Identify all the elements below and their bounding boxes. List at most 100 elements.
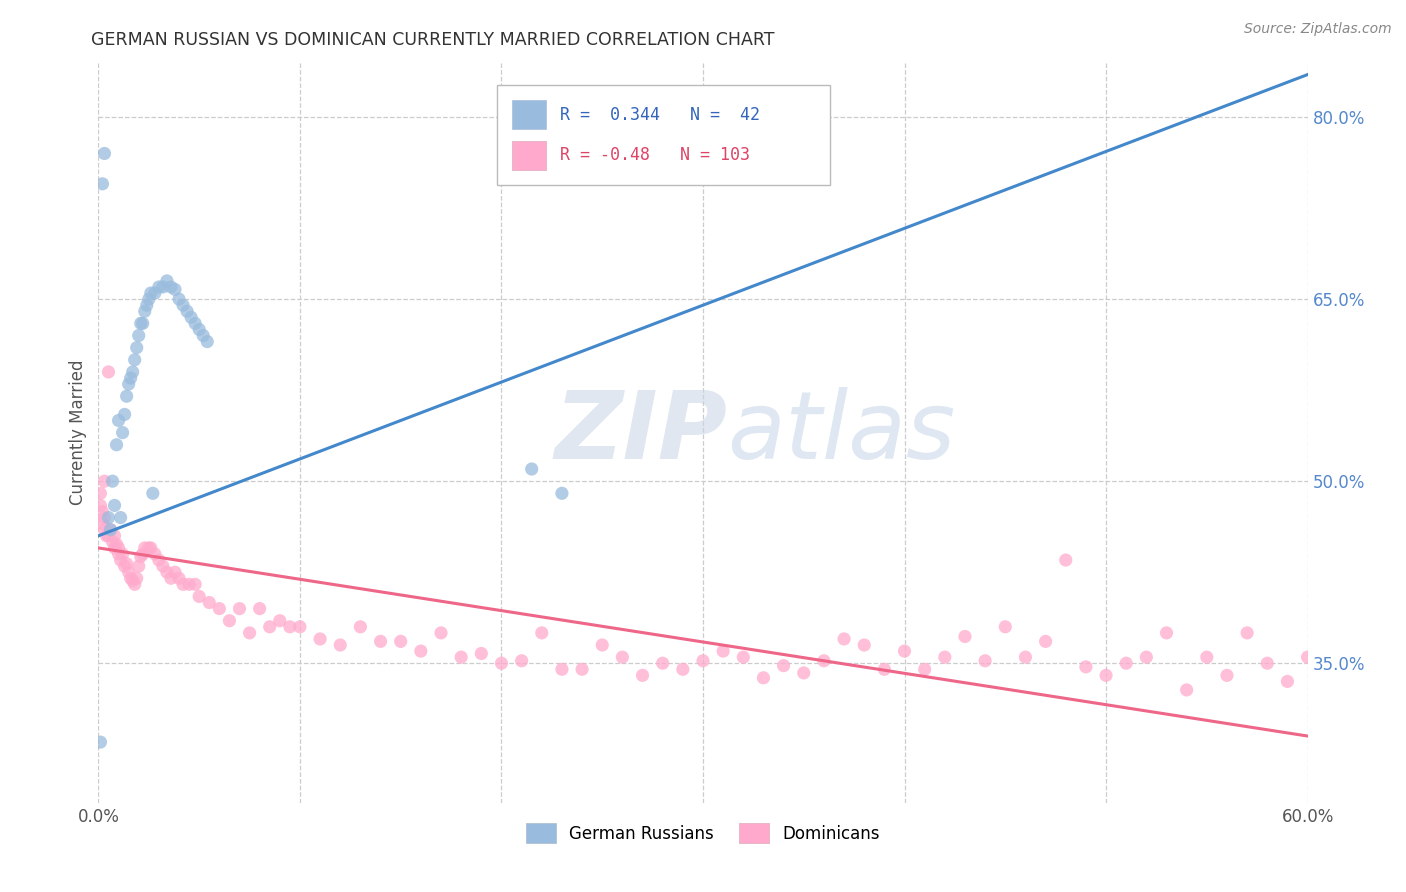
Point	[124, 577, 146, 591]
Point	[208, 601, 231, 615]
Point	[93, 523, 115, 537]
Point	[148, 280, 170, 294]
Point	[156, 274, 179, 288]
Point	[143, 286, 166, 301]
Point	[1156, 626, 1178, 640]
Point	[370, 634, 392, 648]
Point	[692, 654, 714, 668]
Point	[89, 486, 111, 500]
Point	[288, 620, 311, 634]
Point	[152, 559, 174, 574]
Point	[160, 571, 183, 585]
Point	[893, 644, 915, 658]
Point	[91, 516, 114, 531]
Point	[1256, 657, 1278, 671]
Point	[107, 541, 129, 555]
Point	[551, 486, 574, 500]
Point	[520, 462, 543, 476]
Point	[651, 657, 673, 671]
Point	[228, 601, 250, 615]
Text: ZIP: ZIP	[554, 386, 727, 479]
Point	[188, 590, 211, 604]
Point	[101, 474, 124, 488]
Point	[134, 304, 156, 318]
Point	[110, 510, 132, 524]
Point	[934, 650, 956, 665]
Point	[91, 504, 114, 518]
Point	[389, 634, 412, 648]
Point	[103, 499, 125, 513]
FancyBboxPatch shape	[512, 100, 546, 129]
Point	[132, 317, 155, 331]
Point	[309, 632, 332, 646]
Point	[128, 328, 150, 343]
Point	[115, 389, 138, 403]
Point	[994, 620, 1017, 634]
Point	[631, 668, 654, 682]
Point	[105, 537, 128, 551]
Point	[179, 577, 201, 591]
Point	[93, 146, 115, 161]
Point	[115, 557, 138, 571]
Point	[120, 371, 142, 385]
Point	[195, 334, 218, 349]
Point	[184, 577, 207, 591]
Point	[96, 529, 118, 543]
Point	[772, 658, 794, 673]
Point	[118, 377, 141, 392]
Point	[139, 541, 162, 555]
Point	[1277, 674, 1299, 689]
Point	[329, 638, 352, 652]
Point	[167, 571, 190, 585]
Point	[121, 365, 143, 379]
Point	[530, 626, 553, 640]
Point	[125, 341, 148, 355]
Point	[278, 620, 301, 634]
Point	[103, 529, 125, 543]
Point	[259, 620, 281, 634]
Point	[1054, 553, 1077, 567]
Point	[111, 547, 134, 561]
Point	[269, 614, 291, 628]
Point	[114, 408, 136, 422]
Point	[450, 650, 472, 665]
Point	[1195, 650, 1218, 665]
Point	[813, 654, 835, 668]
Text: Source: ZipAtlas.com: Source: ZipAtlas.com	[1244, 22, 1392, 37]
Point	[430, 626, 453, 640]
Point	[107, 413, 129, 427]
Point	[128, 559, 150, 574]
Point	[132, 547, 155, 561]
Point	[612, 650, 634, 665]
Point	[148, 553, 170, 567]
Point	[873, 662, 896, 676]
Point	[167, 292, 190, 306]
Point	[105, 438, 128, 452]
Point	[1236, 626, 1258, 640]
Point	[571, 662, 593, 676]
Point	[953, 630, 976, 644]
FancyBboxPatch shape	[512, 141, 546, 169]
Point	[793, 665, 815, 680]
Point	[752, 671, 775, 685]
Point	[1175, 682, 1198, 697]
Point	[129, 317, 152, 331]
Point	[163, 282, 186, 296]
Point	[672, 662, 695, 676]
Point	[711, 644, 734, 658]
Point	[249, 601, 271, 615]
Point	[121, 574, 143, 588]
Point	[172, 577, 194, 591]
Point	[184, 317, 207, 331]
Point	[218, 614, 240, 628]
Point	[129, 549, 152, 564]
Point	[1115, 657, 1137, 671]
Point	[152, 280, 174, 294]
Point	[156, 565, 179, 579]
Point	[974, 654, 997, 668]
Point	[118, 565, 141, 579]
Point	[97, 365, 120, 379]
Point	[853, 638, 876, 652]
Point	[349, 620, 371, 634]
Point	[198, 595, 221, 609]
